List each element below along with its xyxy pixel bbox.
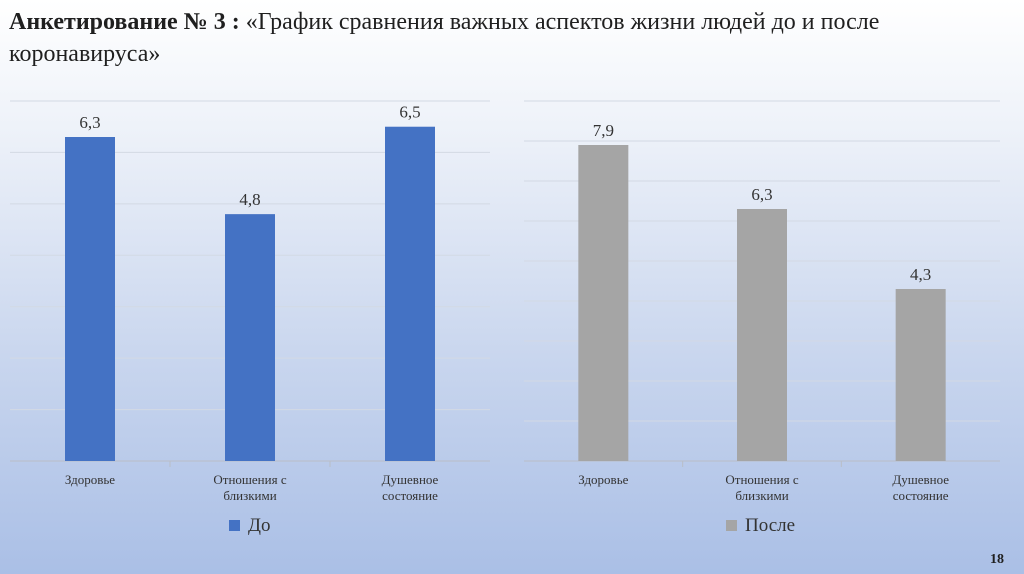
legend-swatch — [229, 520, 240, 531]
bar-data-label: 4,8 — [239, 190, 260, 209]
bar — [65, 137, 115, 461]
legend-label: До — [248, 515, 270, 536]
slide-title-rest: «График сравнения важных аспектов жизни … — [9, 9, 880, 67]
x-tick-label: Душевное состояние — [892, 472, 949, 503]
bar-data-label: 4,3 — [910, 265, 931, 284]
legend-swatch — [726, 520, 737, 531]
x-tick-label: Здоровье — [578, 472, 628, 487]
bar — [737, 209, 787, 461]
x-tick-label: Отношения с близкими — [213, 472, 286, 503]
chart-before: 6,3 Здоровье 4,8 Отношения с близкими 6,5 Душе… — [10, 100, 490, 536]
x-tick-label: Здоровье — [65, 472, 115, 487]
slide-title-bold: Анкетирование № 3 : — [9, 9, 240, 35]
legend-label: После — [745, 515, 795, 536]
x-tick-label: Отношения с близкими — [725, 472, 798, 503]
bar — [225, 214, 275, 461]
chart-after: 7,9 Здоровье 6,3 Отношения с близкими 4,3 Душе… — [524, 100, 1000, 536]
x-tick-label: Душевное состояние — [382, 472, 439, 503]
page-number: 18 — [990, 552, 1004, 567]
bar-data-label: 6,3 — [79, 113, 100, 132]
bar-data-label: 7,9 — [593, 121, 614, 140]
bar — [385, 126, 435, 461]
bar-data-label: 6,5 — [399, 103, 420, 122]
slide-title: Анкетирование № 3 : «График сравнения ва… — [9, 6, 999, 70]
bar — [578, 145, 629, 461]
bar-data-label: 6,3 — [751, 185, 772, 204]
bar — [895, 289, 946, 461]
